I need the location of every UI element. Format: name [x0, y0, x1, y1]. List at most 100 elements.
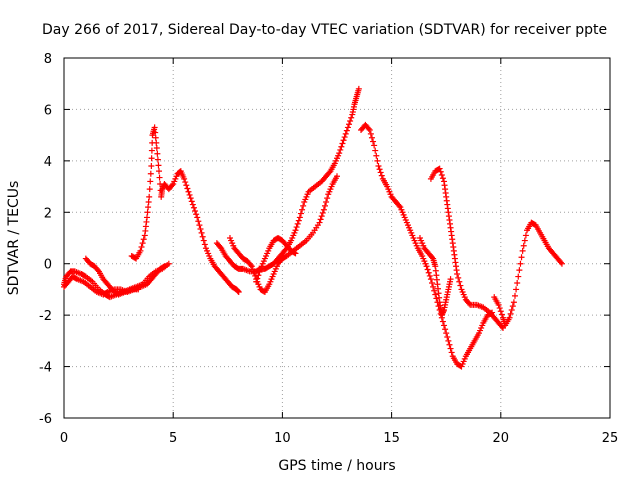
data-point [347, 118, 354, 124]
data-point [151, 124, 158, 131]
data-point [188, 198, 195, 205]
data-point [147, 170, 154, 177]
data-point [193, 211, 200, 218]
data-point [558, 260, 565, 267]
data-point [300, 202, 307, 209]
data-point [153, 139, 160, 146]
data-point [521, 237, 528, 244]
data-point [443, 330, 450, 337]
data-point [340, 137, 347, 144]
data-point [508, 307, 515, 313]
series-arc-k [491, 219, 565, 329]
data-point [184, 185, 191, 192]
data-point [156, 174, 163, 181]
data-point [146, 193, 153, 200]
series-arc-i [416, 235, 454, 319]
x-tick-label: 5 [169, 431, 177, 446]
data-point [321, 202, 328, 209]
data-point [292, 227, 299, 234]
data-point [199, 233, 206, 240]
series-arc-d [128, 124, 242, 295]
data-point [155, 162, 162, 169]
data-point [338, 143, 345, 150]
data-point [516, 267, 523, 274]
y-tick-label: -4 [39, 361, 52, 376]
data-point [510, 299, 517, 306]
data-point [255, 272, 262, 279]
data-point [439, 175, 446, 182]
data-point [299, 206, 306, 213]
data-point [291, 249, 298, 256]
data-point [423, 263, 430, 270]
data-point [319, 209, 326, 216]
data-point [169, 182, 176, 189]
y-tick-label: 2 [44, 206, 52, 221]
data-point [196, 222, 203, 229]
data-point [438, 172, 445, 178]
x-tick-label: 10 [274, 431, 291, 446]
data-point [520, 242, 527, 249]
data-point [103, 289, 110, 296]
data-point [445, 337, 452, 344]
data-point [436, 165, 443, 172]
y-tick-label: 8 [44, 52, 52, 67]
data-point [295, 217, 302, 224]
data-point [424, 266, 431, 273]
data-point [446, 341, 453, 348]
data-point [427, 276, 434, 283]
x-tick-label: 20 [493, 431, 510, 446]
data-point [235, 289, 242, 295]
data-point [447, 276, 454, 283]
data-point [396, 202, 403, 209]
data-point [156, 168, 163, 175]
axis-ticks: 0 5 10 15 20 25 -6 -4 -2 0 2 4 6 8 [39, 52, 618, 446]
data-point [152, 129, 159, 136]
data-point [294, 220, 301, 227]
data-point [197, 226, 204, 232]
data-point [194, 214, 201, 221]
data-point [342, 130, 349, 137]
data-point [146, 186, 153, 193]
data-point [94, 267, 101, 274]
data-point [506, 314, 513, 321]
data-point [293, 224, 300, 231]
data-point [517, 260, 524, 267]
y-tick-label: 4 [44, 155, 52, 170]
data-point [373, 152, 380, 159]
data-point [441, 322, 448, 329]
data-point [297, 210, 304, 217]
data-point [515, 273, 522, 280]
data-point [348, 114, 355, 121]
series-arc-g [253, 235, 299, 285]
data-point [326, 169, 333, 176]
data-point [519, 247, 526, 254]
series-arc-j [427, 165, 506, 331]
series-arc-c [82, 255, 142, 298]
data-point [186, 191, 193, 198]
data-point [368, 134, 375, 141]
data-point [161, 263, 168, 270]
data-point [457, 282, 464, 289]
data-point [201, 241, 208, 248]
data-point [448, 349, 455, 356]
data-point [189, 201, 196, 208]
data-point [432, 291, 439, 298]
data-point [371, 142, 378, 149]
data-point [144, 209, 151, 216]
series-arc-h [358, 121, 496, 370]
data-point [431, 287, 438, 294]
data-point [256, 269, 263, 276]
data-point [466, 300, 473, 307]
data-point [292, 250, 299, 257]
data-point [253, 278, 260, 285]
data-point [433, 295, 440, 302]
data-point [366, 127, 373, 133]
data-point [442, 326, 449, 333]
data-point [456, 278, 463, 285]
data-point [318, 213, 325, 220]
data-point [320, 206, 327, 213]
data-point [375, 163, 382, 169]
x-axis-label: GPS time / hours [278, 458, 395, 474]
data-point [365, 125, 372, 132]
